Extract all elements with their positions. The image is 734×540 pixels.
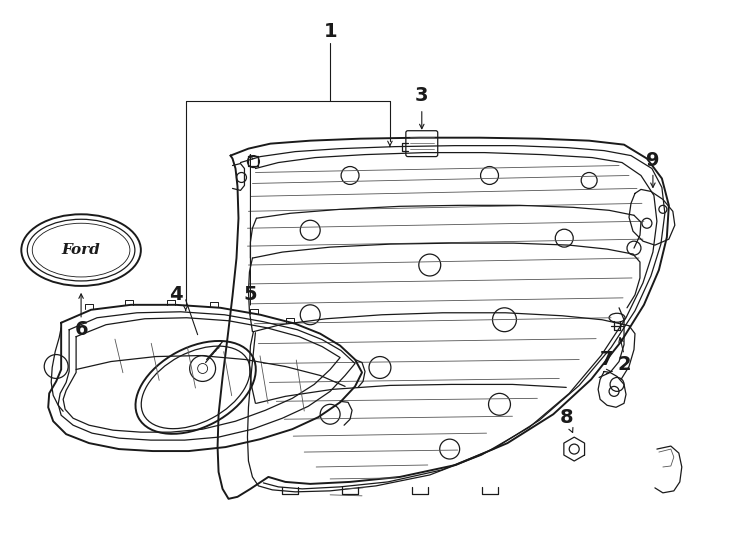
Text: 8: 8 <box>559 408 573 427</box>
Text: 4: 4 <box>169 285 183 305</box>
Text: 6: 6 <box>74 320 88 339</box>
Text: 1: 1 <box>324 22 337 40</box>
Text: 5: 5 <box>244 285 257 305</box>
Text: 3: 3 <box>415 86 429 105</box>
Text: 9: 9 <box>646 151 660 170</box>
Text: Ford: Ford <box>62 243 101 257</box>
Text: 7: 7 <box>600 350 613 369</box>
Text: 2: 2 <box>617 355 631 374</box>
